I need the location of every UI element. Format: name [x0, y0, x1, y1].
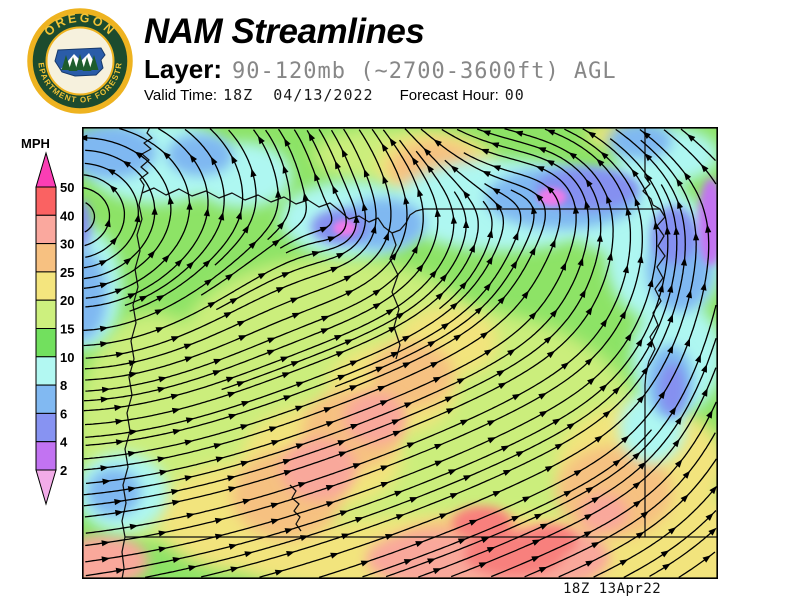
legend-tick-label: 6: [60, 406, 67, 421]
legend-band: [35, 384, 57, 414]
legend-tick-label: 10: [60, 350, 74, 365]
legend-tick-label: 2: [60, 463, 67, 478]
forecast-hour-value: 00: [504, 86, 525, 104]
legend-tick-label: 30: [60, 237, 74, 252]
legend-band: [35, 328, 57, 358]
legend-tick-label: 4: [60, 435, 68, 450]
streamline-arrowheads: [82, 129, 717, 576]
layer-row: Layer: 90-120mb (~2700-3600ft) AGL: [144, 54, 784, 84]
geo-east_border: [642, 127, 666, 537]
wind-band-40-50: [452, 506, 577, 576]
product-title: NAM Streamlines: [144, 12, 425, 51]
legend-band: [35, 271, 57, 301]
odf-logo: OREGON DEPARTMENT OF FORESTRY: [25, 5, 133, 114]
geography-lines: [121, 127, 718, 579]
legend-band: [35, 412, 57, 443]
legend-band: [35, 186, 57, 216]
wind-band-2-4: [698, 178, 718, 266]
legend-tick-label: 15: [60, 322, 74, 337]
geo-coastline: [121, 127, 153, 579]
wind-speed-legend: 50 40 30 25 20 15 10 8 6 4 2: [35, 151, 74, 506]
legend-band: [35, 243, 57, 273]
legend-tick-label: 50: [60, 180, 74, 195]
geo-columbia_river: [141, 187, 660, 234]
layer-label: Layer:: [144, 54, 223, 84]
legend-tick-label: 25: [60, 265, 74, 280]
legend-band: [35, 214, 57, 245]
geo-deschutes_river: [389, 232, 401, 360]
legend-band: [35, 356, 57, 386]
legend-arrow-bottom: [35, 469, 57, 506]
legend-units-label: MPH: [21, 136, 50, 151]
legend-arrow-top: [35, 151, 57, 188]
legend-tick-label: 8: [60, 378, 67, 393]
forecast-hour-label: Forecast Hour:: [399, 87, 499, 104]
legend-tick-label: 40: [60, 208, 74, 223]
streamline-map: [82, 127, 718, 579]
geo-klamath_lakes: [289, 484, 302, 532]
logo-trees: [61, 54, 99, 71]
layer-value: 90-120mb (~2700-3600ft) AGL: [232, 59, 617, 84]
map-border: [82, 127, 718, 579]
valid-time-value: 18Z 04/13/2022: [223, 86, 374, 104]
legend-band: [35, 299, 57, 329]
valid-time-label: Valid Time:: [144, 87, 218, 104]
legend-band: [35, 441, 57, 471]
map-timestamp: 18Z 13Apr22: [563, 581, 662, 597]
meta-row: Valid Time: 18Z 04/13/2022 Forecast Hour…: [144, 86, 784, 106]
legend-tick-label: 20: [60, 293, 74, 308]
